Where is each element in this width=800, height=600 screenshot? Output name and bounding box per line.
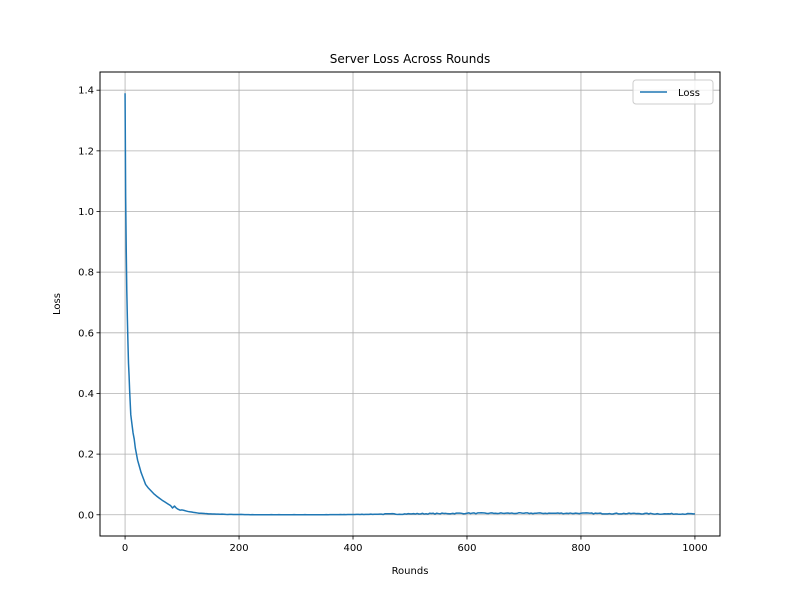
y-tick-label: 1.0: [78, 207, 94, 218]
legend-label-loss: Loss: [678, 88, 700, 99]
y-tick-label: 0.2: [78, 450, 94, 461]
ticks: 0 200 400 600 800 1000 0.0 0.2 0.4 0.6 0.8 1.0 1.2 1.…: [78, 86, 708, 554]
y-tick-label: 0.6: [78, 328, 94, 339]
y-tick-label: 1.2: [78, 146, 94, 157]
x-tick-label: 800: [571, 543, 590, 554]
series-line-loss: [124, 93, 695, 516]
x-tick-label: 0: [122, 543, 128, 554]
series-layer: [124, 93, 695, 516]
x-tick-label: 1000: [682, 543, 707, 554]
legend-box: [632, 79, 714, 105]
y-tick-label: 0.8: [78, 268, 94, 279]
plot-frame: [99, 71, 721, 537]
y-tick-label: 0.4: [78, 389, 94, 400]
y-axis-label: Loss: [52, 293, 63, 315]
legend: Loss: [632, 79, 714, 105]
chart-title: Server Loss Across Rounds: [330, 52, 490, 66]
x-tick-label: 200: [229, 543, 248, 554]
x-axis-label: Rounds: [392, 566, 429, 577]
grid: [100, 72, 720, 536]
y-tick-label: 0.0: [78, 510, 94, 521]
x-tick-label: 400: [343, 543, 362, 554]
x-tick-label: 600: [457, 543, 476, 554]
y-tick-label: 1.4: [78, 86, 94, 97]
